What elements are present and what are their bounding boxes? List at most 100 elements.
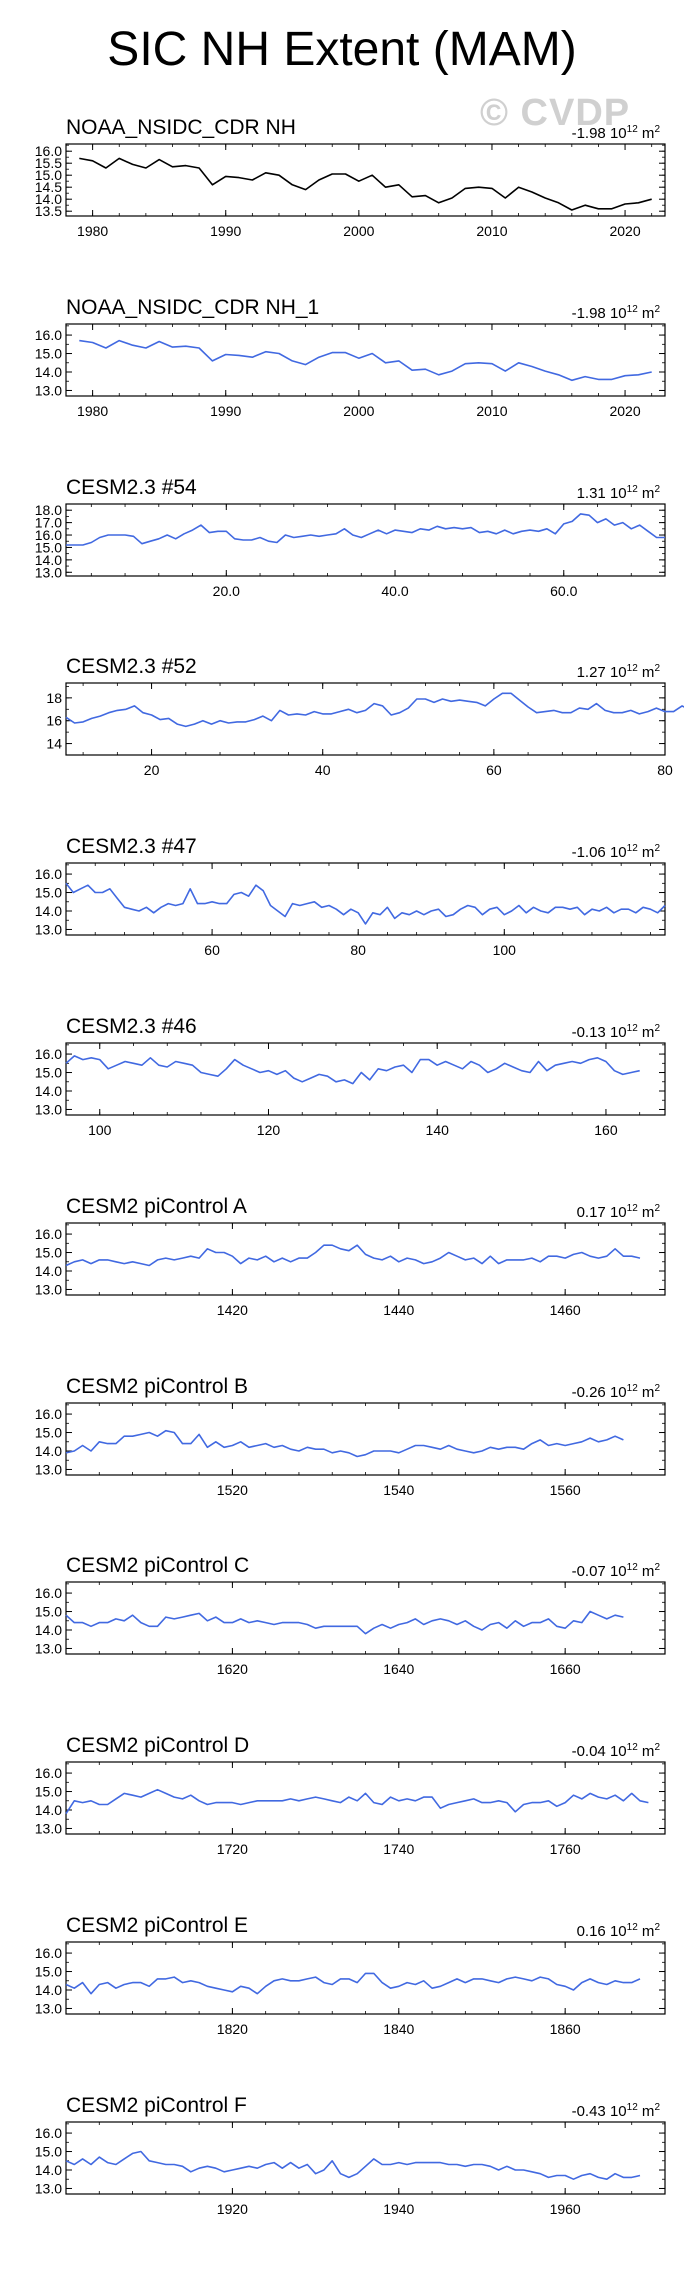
y-tick-label: 13.0	[35, 382, 62, 398]
trend-unit-square: 2	[654, 1202, 660, 1214]
trend-unit-exponent: 12	[626, 2101, 638, 2113]
chart-panel-10: CESM2 piControl D -0.04 1012 m2 13.0 14.0 15…	[0, 1734, 684, 1920]
chart-panel-2: NOAA_NSIDC_CDR NH_1 -1.98 1012 m2 13.0 14.0…	[0, 296, 684, 482]
y-tick-label: 14.0	[35, 1982, 62, 1998]
panel-title: CESM2 piControl B	[66, 1374, 249, 1398]
x-tick-label: 2020	[609, 223, 640, 239]
trend-unit-base: 10	[605, 1383, 627, 1401]
y-tick-label: 16.0	[35, 527, 62, 543]
trend-unit-base: 10	[605, 1743, 627, 1761]
panel-title: CESM2 piControl F	[66, 2093, 247, 2117]
plot-frame	[65, 682, 666, 756]
trend-unit-suffix: m	[637, 2102, 655, 2120]
plot-frame	[65, 1222, 666, 1296]
y-tick-label: 13.0	[35, 1821, 62, 1837]
trend-value: -0.07 1012 m2	[572, 1558, 660, 1582]
plot-frame	[65, 862, 666, 936]
panel-title: CESM2.3 #54	[66, 475, 197, 499]
x-tick-label: 1620	[217, 1661, 248, 1677]
trend-unit-suffix: m	[637, 1563, 655, 1581]
series-line	[65, 882, 666, 925]
series-line	[65, 1055, 640, 1085]
trend-unit-exponent: 12	[626, 663, 638, 675]
x-tick-label: 1640	[383, 1661, 414, 1677]
x-tick-label: 1820	[217, 2021, 248, 2037]
trend-value: -0.04 1012 m2	[572, 1738, 660, 1762]
series-line	[65, 692, 684, 728]
x-tick-label: 1760	[550, 1841, 581, 1857]
chart-panel-12: CESM2 piControl F -0.43 1012 m2 13.0 14.0 15…	[0, 2094, 684, 2280]
line-chart: 13.0 14.0 15.0 16.0 1520 1540 1560	[35, 1401, 666, 1498]
trend-value: -1.98 1012 m2	[572, 300, 660, 324]
series-line	[65, 1611, 624, 1635]
series-line	[65, 1972, 641, 1995]
y-tick-label: 15.0	[35, 1065, 62, 1081]
x-tick-label: 1960	[550, 2201, 581, 2217]
trend-value: 0.17 1012 m2	[577, 1199, 660, 1223]
y-tick-label: 16.0	[35, 1765, 62, 1781]
series-line	[65, 1244, 641, 1267]
y-tick-label: 16.0	[35, 1046, 62, 1062]
panel-title: CESM2.3 #47	[66, 835, 197, 859]
y-tick-label: 15.0	[35, 1244, 62, 1260]
x-tick-label: 20	[144, 762, 160, 778]
line-chart: 13.0 14.0 15.0 16.0 1720 1740 1760	[35, 1761, 666, 1857]
y-tick-label: 14.0	[35, 1083, 62, 1099]
trend-unit-square: 2	[654, 2101, 660, 2113]
x-tick-label: 1740	[383, 1841, 414, 1857]
trend-value: 1.31 1012 m2	[577, 480, 660, 504]
trend-number: 0.16	[576, 1923, 606, 1940]
trend-value: -1.98 1012 m2	[572, 120, 660, 144]
x-tick-label: 1860	[550, 2021, 581, 2037]
y-tick-label: 14.0	[35, 1263, 62, 1279]
trend-value: -0.43 1012 m2	[572, 2098, 660, 2122]
trend-unit-suffix: m	[637, 1203, 655, 1221]
x-tick-label: 80	[657, 762, 673, 778]
chart-panel-9: CESM2 piControl C -0.07 1012 m2 13.0 14.0 15…	[0, 1554, 684, 1740]
trend-unit-square: 2	[654, 303, 660, 315]
x-tick-label: 2010	[476, 403, 507, 419]
chart-panel-3: CESM2.3 #54 1.31 1012 m2 13.0 14.0 15.0 16.0 1…	[0, 476, 684, 662]
y-tick-label: 16.0	[35, 1585, 62, 1601]
plot-frame	[65, 502, 666, 577]
panel-title: CESM2.3 #52	[66, 655, 197, 679]
trend-number: -1.98	[571, 304, 606, 322]
x-tick-label: 80	[350, 942, 366, 958]
trend-number: 1.31	[576, 484, 606, 502]
trend-unit-suffix: m	[637, 484, 655, 502]
y-tick-label: 16	[46, 713, 62, 729]
x-tick-label: 2020	[609, 403, 640, 419]
panel-title: CESM2 piControl D	[66, 1734, 250, 1758]
trend-value: -0.26 1012 m2	[572, 1379, 660, 1403]
x-tick-label: 160	[594, 1122, 618, 1138]
trend-unit-exponent: 12	[626, 1742, 638, 1754]
trend-unit-square: 2	[654, 663, 660, 675]
y-tick-label: 16.0	[35, 143, 62, 159]
y-tick-label: 15.0	[35, 1424, 62, 1440]
cvdp-watermark: © CVDP	[480, 92, 631, 134]
trend-unit-exponent: 12	[626, 303, 638, 315]
trend-number: -0.43	[571, 2102, 606, 2120]
plot-frame	[65, 1761, 666, 1835]
plot-frame	[65, 1042, 666, 1116]
trend-unit-exponent: 12	[626, 1023, 638, 1034]
trend-unit-base: 10	[605, 304, 627, 322]
trend-unit-suffix: m	[637, 125, 655, 142]
x-tick-label: 140	[426, 1122, 450, 1138]
panel-title: NOAA_NSIDC_CDR NH	[66, 116, 296, 139]
line-chart: 13.0 14.0 15.0 16.0 60 80 100	[35, 862, 666, 958]
trend-unit-square: 2	[654, 483, 660, 495]
trend-unit-square: 2	[654, 1742, 660, 1754]
y-tick-label: 15.0	[35, 539, 62, 555]
x-tick-label: 1980	[77, 403, 108, 419]
chart-panel-5: CESM2.3 #47 -1.06 1012 m2 13.0 14.0 15.0 16.0…	[0, 835, 684, 1021]
trend-unit-square: 2	[654, 1562, 660, 1574]
y-tick-label: 13.0	[35, 1281, 62, 1297]
trend-unit-base: 10	[605, 2102, 627, 2120]
x-tick-label: 1540	[383, 1482, 414, 1498]
y-tick-label: 14	[46, 736, 62, 752]
trend-unit-square: 2	[654, 1382, 660, 1394]
y-tick-label: 14.5	[35, 179, 62, 195]
plot-frame	[65, 1941, 666, 2015]
y-tick-label: 13.5	[35, 203, 62, 219]
